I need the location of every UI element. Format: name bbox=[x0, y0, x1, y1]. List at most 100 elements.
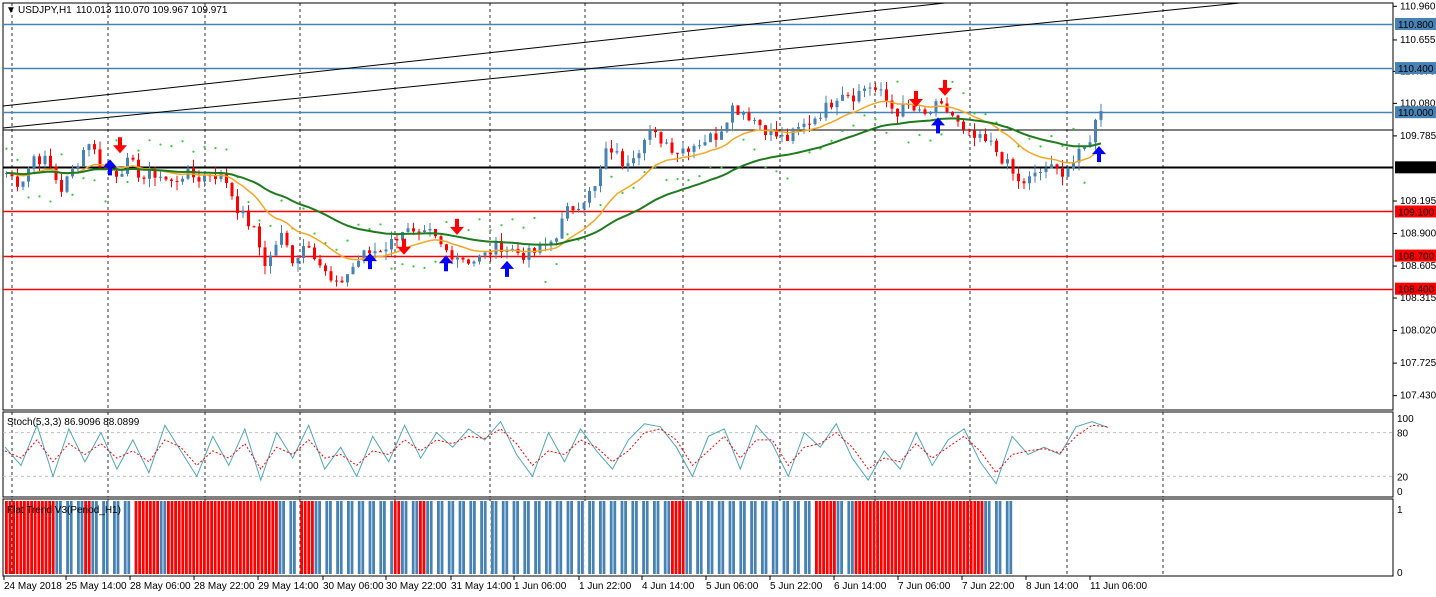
flat-trend-bar bbox=[491, 501, 494, 574]
flat-trend-bar bbox=[5, 501, 8, 574]
time-tick-label: 4 Jun 14:00 bbox=[642, 581, 695, 592]
candle-body bbox=[93, 144, 96, 150]
trend-lines[interactable] bbox=[2, 2, 1393, 131]
candle-body bbox=[588, 190, 591, 203]
flat-trend-bar bbox=[548, 501, 552, 574]
level-price-badge bbox=[1395, 62, 1436, 75]
candle-body bbox=[247, 210, 250, 227]
flat-trend-bar bbox=[807, 501, 811, 574]
candle-body bbox=[65, 176, 69, 192]
flat-trend-bar bbox=[836, 501, 840, 574]
candle-body bbox=[714, 133, 718, 140]
flat-trend-bar bbox=[37, 501, 41, 574]
flat-trend-bar bbox=[573, 501, 577, 574]
candle-body bbox=[82, 150, 85, 167]
candle-body bbox=[736, 105, 740, 115]
flat-trend-bar bbox=[44, 501, 48, 574]
price-tick-label: 107.725 bbox=[1400, 358, 1436, 369]
psar-dot bbox=[1083, 181, 1086, 184]
candle-body bbox=[87, 144, 91, 151]
flat-trend-bar bbox=[768, 501, 771, 574]
candle-body bbox=[285, 232, 289, 246]
flat-trend-bar bbox=[678, 501, 681, 574]
flat-trend-bar bbox=[739, 501, 743, 574]
level-price-label: 109.500 bbox=[1398, 163, 1435, 174]
flat-trend-bar bbox=[1002, 501, 1005, 574]
flat-trend-bar bbox=[793, 501, 797, 574]
candle-body bbox=[533, 248, 536, 253]
candle-body bbox=[824, 102, 828, 118]
candle-body bbox=[390, 239, 393, 250]
flat-trend-bar bbox=[663, 501, 667, 574]
candle-body bbox=[296, 257, 300, 264]
flat-trend-bar bbox=[887, 501, 890, 574]
flat-trend-bar bbox=[746, 501, 750, 574]
psar-dot bbox=[643, 170, 646, 174]
stoch-tick-label: 0 bbox=[1397, 487, 1403, 498]
buy-arrow-icon bbox=[1092, 146, 1106, 163]
flat-trend-bar bbox=[933, 501, 937, 574]
flat-trend-bar bbox=[962, 501, 966, 574]
candle-body bbox=[379, 251, 382, 253]
flat-trend-bar bbox=[872, 501, 876, 574]
stochastic-panel bbox=[4, 420, 1109, 485]
flat-trend-bar bbox=[905, 501, 908, 574]
time-tick-label: 31 May 14:00 bbox=[451, 581, 512, 592]
candle-body bbox=[302, 246, 305, 258]
flat-trend-bar bbox=[339, 501, 343, 574]
flat-trend-bar bbox=[811, 501, 815, 574]
flat-trend-bar bbox=[451, 501, 455, 574]
candle-body bbox=[335, 280, 338, 282]
candle-body bbox=[549, 241, 553, 245]
flat-trend-bar bbox=[559, 501, 563, 574]
flat-trend-bar bbox=[404, 501, 408, 574]
horizontal-levels[interactable] bbox=[3, 23, 1393, 291]
flat-trend-bar bbox=[771, 501, 775, 574]
flat-trend-bar bbox=[98, 501, 102, 574]
flat-trend-bar bbox=[336, 501, 339, 574]
flat-trend-bar bbox=[368, 501, 372, 574]
level-price-label: 108.400 bbox=[1398, 285, 1435, 296]
flat-trend-bar bbox=[422, 501, 426, 574]
buy-arrow-icon bbox=[500, 260, 514, 277]
psar-dot bbox=[687, 179, 690, 182]
chart-menu-icon[interactable]: ▼ bbox=[6, 5, 16, 16]
flat-trend-bar bbox=[908, 501, 912, 574]
flat-trend-bar bbox=[861, 501, 865, 574]
candle-body bbox=[692, 145, 696, 152]
ma-fast-line bbox=[6, 100, 1102, 261]
buy-arrow-icon bbox=[439, 255, 453, 272]
flat-trend-bar bbox=[185, 501, 188, 574]
flat-trend-bar bbox=[48, 501, 51, 574]
flat-trend-bar bbox=[149, 501, 152, 574]
flat-trend-bar bbox=[77, 501, 80, 574]
psar-dot bbox=[665, 178, 668, 182]
candle-body bbox=[940, 101, 943, 104]
flat-trend-bar bbox=[41, 501, 44, 574]
psar-dot bbox=[511, 218, 514, 221]
psar-dot bbox=[632, 186, 635, 189]
flat-trend-bar bbox=[285, 501, 289, 574]
level-price-badge bbox=[1395, 161, 1436, 174]
candle-body bbox=[153, 169, 157, 178]
flat-trend-bar bbox=[894, 501, 897, 574]
flat-trend-bar bbox=[192, 501, 195, 574]
flat-trend-bar bbox=[735, 501, 739, 574]
flat-trend-bar bbox=[480, 501, 483, 574]
sell-arrow-icon bbox=[113, 137, 127, 154]
flat-trend-bar bbox=[105, 501, 109, 574]
flat-trend-bar bbox=[822, 501, 825, 574]
flat-trend-bar bbox=[433, 501, 437, 574]
time-tick-label: 29 May 14:00 bbox=[258, 581, 319, 592]
flat-trend-bar bbox=[444, 501, 447, 574]
flat-trend-bar bbox=[617, 501, 620, 574]
flat-trend-bar bbox=[800, 501, 804, 574]
flat-trend-bar bbox=[26, 501, 30, 574]
candle-body bbox=[49, 155, 52, 167]
flat-trend-bar bbox=[307, 501, 311, 574]
candle-body bbox=[885, 89, 888, 101]
level-price-label: 109.100 bbox=[1398, 207, 1435, 218]
flat-trend-bar bbox=[120, 501, 123, 574]
psar-dot bbox=[214, 146, 217, 150]
